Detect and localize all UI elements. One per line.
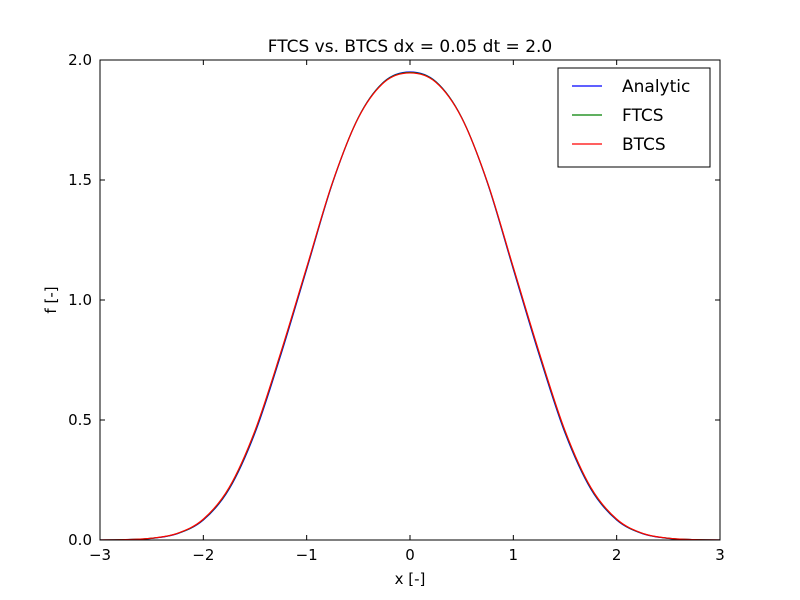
- x-tick-label: 2: [612, 546, 622, 564]
- y-tick-label: 0.0: [68, 531, 92, 549]
- legend: Analytic FTCS BTCS: [557, 67, 711, 168]
- x-tick-label: 1: [509, 546, 519, 564]
- legend-box: [557, 67, 711, 168]
- x-axis-label: x [-]: [395, 570, 426, 588]
- x-tick-label: −1: [296, 546, 318, 564]
- chart-title: FTCS vs. BTCS dx = 0.05 dt = 2.0: [268, 37, 552, 57]
- y-axis-label: f [-]: [42, 286, 60, 313]
- legend-label-ftcs: FTCS: [622, 106, 664, 126]
- x-axis: −3 −2 −1 0 1 2 3: [89, 60, 725, 564]
- y-tick-label: 1.5: [68, 171, 92, 189]
- legend-label-btcs: BTCS: [622, 135, 666, 155]
- y-tick-label: 1.0: [68, 291, 92, 309]
- x-tick-label: 3: [715, 546, 725, 564]
- legend-label-analytic: Analytic: [622, 77, 690, 97]
- x-tick-label: −3: [89, 546, 111, 564]
- y-tick-label: 2.0: [68, 51, 92, 69]
- y-axis: 0.0 0.5 1.0 1.5 2.0: [68, 51, 720, 549]
- y-tick-label: 0.5: [68, 411, 92, 429]
- series-line-btcs: [99, 72, 721, 541]
- x-tick-label: 0: [405, 546, 415, 564]
- x-tick-label: −2: [192, 546, 214, 564]
